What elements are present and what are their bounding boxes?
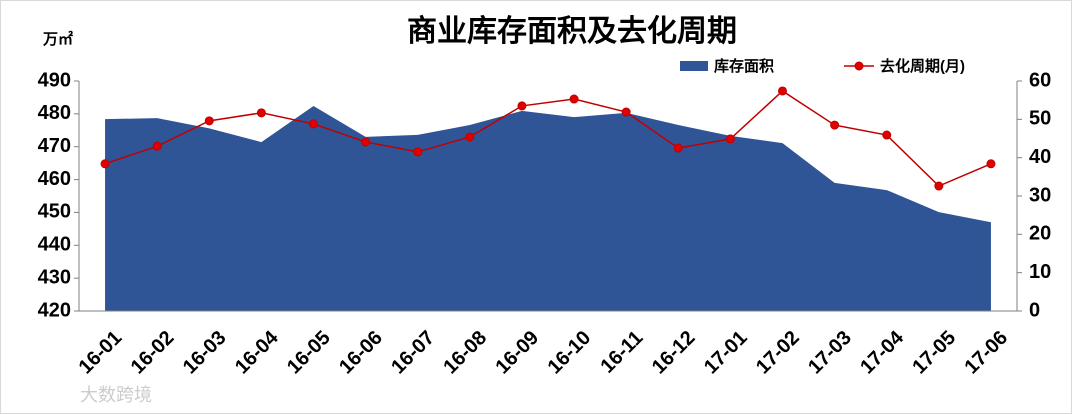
point (882, 130, 892, 140)
point (569, 94, 579, 104)
y2-tick-label: 40 (1029, 146, 1051, 168)
y-tick-label: 470 (38, 135, 71, 157)
point (361, 137, 371, 147)
y2-tick-label: 30 (1029, 184, 1051, 206)
y2-tick-label: 20 (1029, 223, 1051, 245)
y-tick-label: 460 (38, 168, 71, 190)
point (725, 134, 735, 144)
legend-label: 去化周期(月) (880, 57, 965, 75)
y2-tick-label: 10 (1029, 261, 1051, 283)
point (204, 116, 214, 126)
y-tick-label: 430 (38, 266, 71, 288)
y-tick-label: 420 (38, 299, 71, 321)
point (778, 86, 787, 96)
y-tick-label: 440 (38, 234, 71, 256)
point (309, 119, 318, 129)
y-tick-label: 450 (38, 201, 71, 223)
y-tick-label: 480 (38, 102, 71, 124)
watermark: 大数跨境 (80, 385, 152, 405)
point (256, 108, 266, 118)
area (105, 105, 991, 311)
legend-marker (854, 61, 864, 71)
point (621, 107, 631, 117)
point (830, 120, 840, 130)
point (517, 101, 527, 111)
point (673, 143, 683, 153)
point (152, 141, 162, 151)
y2-tick-label: 50 (1029, 108, 1051, 130)
point (934, 181, 944, 191)
point (986, 159, 996, 169)
point (465, 132, 475, 142)
point (413, 147, 423, 157)
chart-title: 商业库存面积及去化周期 (407, 15, 737, 48)
legend-label: 库存面积 (714, 57, 774, 75)
y-axis-label: 万㎡ (42, 30, 73, 48)
y2-tick-label: 0 (1029, 299, 1040, 321)
line (104, 90, 992, 187)
point (100, 159, 110, 169)
legend-swatch (680, 61, 708, 71)
y-tick-label: 490 (38, 69, 71, 91)
y2-tick-label: 60 (1029, 69, 1051, 91)
